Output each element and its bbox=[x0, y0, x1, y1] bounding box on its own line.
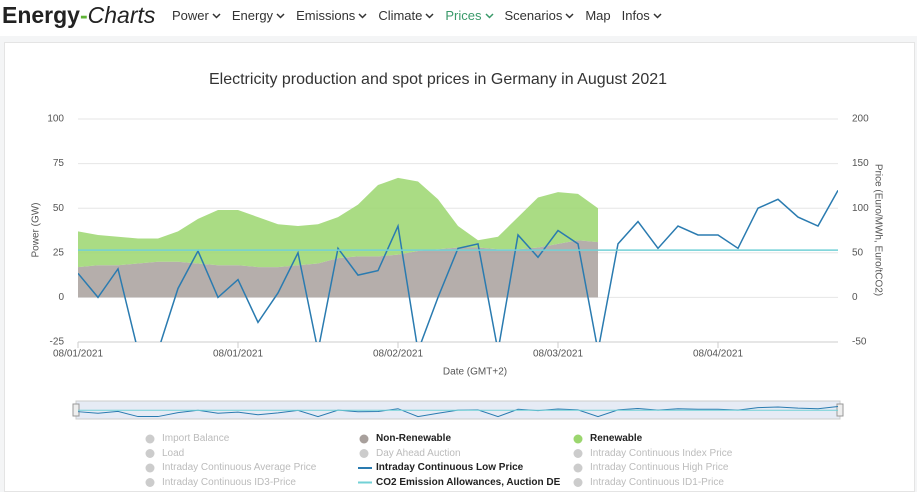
chart-title: Electricity production and spot prices i… bbox=[209, 71, 667, 88]
x-tick-label: 08/01/2021 bbox=[213, 349, 263, 360]
chevron bbox=[358, 13, 367, 19]
top-bar: Energy-Charts Power Energy Emissions Climat… bbox=[0, 0, 917, 36]
legend-symbol bbox=[145, 434, 155, 444]
chevron-path bbox=[653, 13, 662, 19]
legend-symbol bbox=[145, 463, 155, 473]
chevron bbox=[212, 13, 221, 19]
legend-item[interactable]: Intraday Continuous ID3-Price bbox=[162, 476, 296, 488]
x-tick-label: 08/04/2021 bbox=[693, 349, 743, 360]
y2-tick-label: 200 bbox=[852, 114, 869, 125]
menu-item[interactable]: Infos bbox=[622, 8, 662, 23]
y2-axis-title: Price (Euro/MWh, Euro/tCO2) bbox=[872, 164, 883, 296]
x-axis-title: Date (GMT+2) bbox=[443, 367, 507, 378]
area bbox=[78, 240, 598, 298]
legend-symbol bbox=[145, 449, 155, 458]
menu-item[interactable]: Power bbox=[172, 8, 221, 23]
y2-tick-label: 0 bbox=[852, 292, 858, 303]
chevron bbox=[484, 13, 494, 19]
legend-item[interactable]: CO2 Emission Allowances, Auction DE bbox=[376, 476, 561, 488]
y2-tick-label: 50 bbox=[852, 247, 864, 258]
y-tick-label: -25 bbox=[50, 337, 65, 348]
y2-tick-label: -50 bbox=[852, 337, 867, 348]
y-axis-title: Power (GW) bbox=[31, 203, 42, 258]
legend-symbol bbox=[359, 434, 369, 444]
menu-item[interactable]: Emissions bbox=[296, 8, 367, 23]
chevron bbox=[276, 13, 285, 19]
y-tick-label: 25 bbox=[53, 247, 65, 258]
legend-item[interactable]: Intraday Continuous Average Price bbox=[162, 462, 317, 473]
legend-item[interactable]: Intraday Continuous Index Price bbox=[590, 447, 733, 459]
legend-item[interactable]: Import Balance bbox=[162, 433, 230, 444]
x-tick-label: 08/01/2021 bbox=[53, 349, 103, 360]
y2-tick-label: 100 bbox=[852, 203, 869, 214]
legend-symbol bbox=[573, 463, 583, 473]
chevron bbox=[425, 13, 434, 19]
y-tick-label: 100 bbox=[47, 114, 64, 125]
legend-symbol bbox=[573, 478, 583, 487]
x-tick-label: 08/03/2021 bbox=[533, 349, 583, 360]
legend-item[interactable]: Renewable bbox=[590, 433, 643, 444]
brand-main: Energy bbox=[2, 2, 80, 28]
chevron bbox=[653, 13, 662, 19]
legend-symbol bbox=[573, 449, 583, 458]
menu-item[interactable]: Scenarios bbox=[505, 8, 575, 23]
menu-item[interactable]: Climate bbox=[378, 8, 434, 23]
area bbox=[78, 177, 598, 268]
chevron-path bbox=[212, 13, 221, 19]
y-tick-label: 0 bbox=[58, 292, 64, 303]
legend-symbol bbox=[145, 478, 155, 487]
legend-item[interactable]: Day Ahead Auction bbox=[376, 447, 461, 459]
brand[interactable]: Energy-Charts bbox=[2, 2, 155, 29]
brand-sep: - bbox=[79, 2, 88, 28]
chevron-path bbox=[484, 13, 494, 19]
menu-item[interactable]: Map bbox=[585, 8, 611, 23]
x-tick-label: 08/02/2021 bbox=[373, 349, 423, 360]
brand-sub: Charts bbox=[87, 2, 156, 28]
y-tick-label: 50 bbox=[53, 203, 65, 214]
chevron-path bbox=[565, 13, 574, 19]
chevron-path bbox=[358, 13, 367, 19]
legend-item[interactable]: Intraday Continuous Low Price bbox=[376, 462, 524, 473]
plot-area bbox=[78, 177, 838, 342]
menu-item[interactable]: Prices bbox=[445, 8, 494, 23]
chevron-path bbox=[276, 13, 285, 19]
chevron bbox=[565, 13, 574, 19]
menu: Power Energy Emissions Climate Prices Scenari… bbox=[172, 8, 662, 23]
legend-item[interactable]: Intraday Continuous ID1-Price bbox=[590, 476, 724, 488]
menu-item[interactable]: Energy bbox=[232, 8, 285, 23]
legend-symbol bbox=[573, 434, 583, 444]
y2-tick-label: 150 bbox=[852, 158, 869, 169]
chevron-path bbox=[425, 13, 434, 19]
legend-symbol bbox=[359, 449, 369, 458]
legend-item[interactable]: Load bbox=[162, 447, 185, 459]
line bbox=[78, 189, 838, 342]
legend-item[interactable]: Intraday Continuous High Price bbox=[590, 462, 729, 473]
legend-item[interactable]: Non-Renewable bbox=[376, 433, 452, 444]
y-tick-label: 75 bbox=[53, 158, 65, 169]
